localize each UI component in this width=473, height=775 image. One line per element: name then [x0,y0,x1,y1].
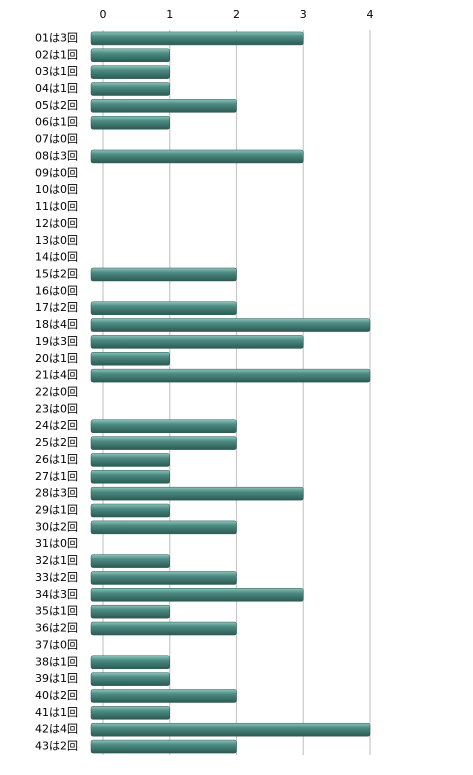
y-tick-label: 35は1回 [35,605,78,618]
bar [90,301,237,315]
y-tick-label: 12は0回 [35,217,78,230]
y-tick-label: 37は0回 [35,638,78,651]
bar [90,352,170,366]
y-tick-label: 05は2回 [35,99,78,112]
y-tick-label: 09は0回 [35,166,78,179]
y-tick-label: 28は3回 [35,487,78,500]
y-tick-label: 25は2回 [35,436,78,449]
bar [90,470,170,484]
y-tick-label: 34は3回 [35,588,78,601]
y-tick-label: 07は0回 [35,133,78,146]
bar [90,318,371,332]
y-tick-label: 16は0回 [35,284,78,297]
y-tick-label: 06は1回 [35,116,78,129]
x-tick-label: 4 [367,8,374,21]
y-tick-label: 13は0回 [35,234,78,247]
bar [90,520,237,535]
y-tick-label: 18は4回 [35,318,78,331]
bar [90,31,304,46]
y-tick-label: 23は0回 [35,402,78,415]
y-tick-label: 01は3回 [35,31,78,44]
y-tick-label: 22は0回 [35,386,78,399]
bar [90,99,237,113]
bar [90,368,371,383]
bar [90,621,237,636]
y-tick-label: 20は1回 [35,352,78,365]
y-tick-label: 19は3回 [35,335,78,348]
bar [90,672,170,686]
bar [90,604,170,619]
bar [90,149,304,164]
y-tick-label: 36は2回 [35,622,78,635]
y-tick-label: 42は4回 [35,723,78,736]
y-tick-label: 31は0回 [35,537,78,550]
bar [90,689,237,703]
bar [90,739,237,754]
y-tick-label: 41は1回 [35,706,78,719]
bar [90,267,237,282]
y-tick-label: 08は3回 [35,149,78,162]
y-tick-label: 32は1回 [35,554,78,567]
bar [90,554,170,568]
y-tick-label: 27は1回 [35,470,78,483]
y-tick-label: 21は4回 [35,369,78,382]
y-tick-label: 04は1回 [35,82,78,95]
y-tick-label: 17は2回 [35,301,78,314]
x-tick-label: 3 [300,8,307,21]
y-tick-label: 11は0回 [35,200,78,213]
bar [90,48,170,63]
bar [90,453,170,467]
y-tick-label: 40は2回 [35,689,78,702]
y-tick-label: 43は2回 [35,740,78,753]
bar [90,419,237,433]
bar [90,706,170,720]
x-tick-label: 2 [233,8,240,21]
bar [90,486,304,501]
y-tick-label: 03は1回 [35,65,78,78]
x-tick-label: 1 [166,8,173,21]
bar [90,82,170,96]
bar [90,503,170,518]
bar [90,65,170,79]
bar [90,722,371,737]
bar [90,588,304,602]
y-tick-label: 26は1回 [35,453,78,466]
y-tick-label: 29は1回 [35,504,78,517]
bar [90,335,304,349]
bar [90,115,170,130]
bar [90,571,237,585]
y-tick-label: 14は0回 [35,251,78,264]
y-tick-label: 24は2回 [35,419,78,432]
x-tick-label: 0 [100,8,107,21]
y-tick-label: 38は1回 [35,655,78,668]
y-tick-label: 10は0回 [35,183,78,196]
bar [90,436,237,450]
y-tick-label: 02は1回 [35,48,78,61]
y-tick-label: 30は2回 [35,520,78,533]
bar [90,655,170,670]
y-tick-label: 15は2回 [35,267,78,280]
y-tick-label: 33は2回 [35,571,78,584]
y-tick-label: 39は1回 [35,672,78,685]
